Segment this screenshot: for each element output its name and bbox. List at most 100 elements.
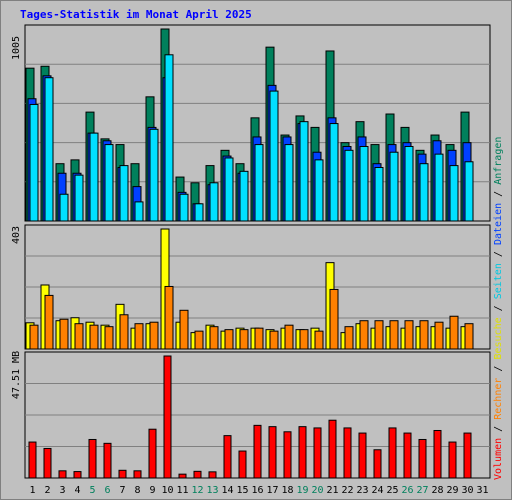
bar-seiten — [329, 123, 339, 222]
bar-volumen — [163, 355, 172, 479]
chart-panels — [24, 24, 491, 479]
x-tick-label: 25 — [386, 485, 398, 496]
bar-rechner — [59, 318, 69, 350]
bar-volumen — [28, 441, 37, 479]
bar-volumen — [343, 427, 352, 479]
bar-seiten — [449, 165, 459, 222]
x-tick-label: 19 — [296, 485, 308, 496]
bar-seiten — [149, 128, 159, 222]
bar-seiten — [194, 203, 204, 222]
legend-sep: / — [493, 191, 504, 197]
x-tick-label: 31 — [476, 485, 488, 496]
bar-seiten — [344, 149, 354, 222]
legend-sep: / — [493, 366, 504, 372]
x-tick-label: 29 — [446, 485, 458, 496]
x-tick-label: 30 — [461, 485, 473, 496]
bar-volumen — [298, 426, 307, 479]
bar-rechner — [359, 320, 369, 350]
x-tick-label: 26 — [401, 485, 413, 496]
bar-seiten — [299, 121, 309, 222]
bar-rechner — [449, 315, 459, 350]
bar-volumen — [148, 428, 157, 479]
bar-rechner — [419, 320, 429, 350]
bar-rechner — [74, 323, 84, 350]
x-tick-label: 1 — [29, 485, 35, 496]
bar-seiten — [254, 144, 264, 222]
x-tick-label: 5 — [89, 485, 95, 496]
bar-volumen — [328, 419, 337, 479]
bar-seiten — [224, 157, 234, 222]
bar-seiten — [209, 182, 219, 222]
bar-volumen — [58, 470, 67, 479]
x-tick-label: 18 — [281, 485, 293, 496]
bar-volumen — [418, 438, 427, 479]
bar-volumen — [178, 473, 187, 479]
bar-volumen — [313, 427, 322, 479]
y-tick-label-volumen: 47.51 MB — [11, 351, 22, 399]
bar-rechner — [179, 309, 189, 350]
bar-volumen — [73, 471, 82, 479]
bar-seiten — [104, 144, 114, 222]
x-tick-label: 13 — [206, 485, 218, 496]
legend-anfragen: Anfragen — [493, 137, 504, 185]
bar-volumen — [448, 441, 457, 479]
bar-rechner — [434, 321, 444, 350]
x-tick-label: 20 — [311, 485, 323, 496]
x-tick-label: 9 — [149, 485, 155, 496]
legend-sep: / — [493, 251, 504, 257]
bar-rechner — [194, 330, 204, 350]
bar-rechner — [374, 320, 384, 350]
x-tick-label: 21 — [326, 485, 338, 496]
bar-rechner — [209, 326, 219, 350]
bar-rechner — [344, 326, 354, 350]
bar-volumen — [103, 442, 112, 479]
bar-seiten — [464, 161, 474, 222]
bar-rechner — [104, 326, 114, 350]
bar-seiten — [179, 193, 189, 222]
legend-rechner: Rechner — [493, 378, 504, 420]
legend-sep: / — [493, 305, 504, 311]
bar-rechner — [314, 330, 324, 350]
bar-seiten — [119, 165, 129, 222]
x-tick-label: 23 — [356, 485, 368, 496]
x-tick-label: 24 — [371, 485, 383, 496]
x-tick-label: 2 — [44, 485, 50, 496]
bar-seiten — [239, 170, 249, 222]
bar-rechner — [464, 323, 474, 350]
legend-dateien: Dateien — [493, 203, 504, 245]
bar-volumen — [373, 449, 382, 479]
bar-seiten — [269, 90, 279, 222]
bar-rechner — [119, 314, 129, 350]
bar-seiten — [284, 144, 294, 222]
bar-seiten — [164, 54, 174, 222]
x-tick-label: 22 — [341, 485, 353, 496]
x-tick-label: 11 — [176, 485, 188, 496]
bar-seiten — [314, 159, 324, 222]
bar-seiten — [134, 201, 144, 222]
legend-besuche: Besuche — [493, 317, 504, 359]
bar-volumen — [463, 432, 472, 479]
bar-volumen — [88, 438, 97, 479]
legend-seiten: Seiten — [493, 263, 504, 299]
bar-volumen — [358, 432, 367, 479]
bar-seiten — [389, 151, 399, 222]
bar-seiten — [89, 132, 99, 222]
bar-rechner — [284, 324, 294, 350]
x-tick-label: 16 — [251, 485, 263, 496]
x-tick-label: 12 — [191, 485, 203, 496]
bar-volumen — [193, 470, 202, 479]
bar-volumen — [43, 447, 52, 479]
x-tick-label: 4 — [74, 485, 80, 496]
bar-seiten — [59, 193, 69, 222]
x-tick-label: 10 — [161, 485, 173, 496]
x-tick-label: 15 — [236, 485, 248, 496]
x-tick-label: 17 — [266, 485, 278, 496]
y-tick-label-besuche: 403 — [11, 226, 22, 244]
bar-volumen — [208, 471, 217, 479]
x-tick-label: 28 — [431, 485, 443, 496]
bar-seiten — [374, 167, 384, 222]
y-tick-label-anfragen: 1005 — [11, 36, 22, 60]
bar-rechner — [149, 321, 159, 350]
chart-bars — [25, 28, 474, 479]
